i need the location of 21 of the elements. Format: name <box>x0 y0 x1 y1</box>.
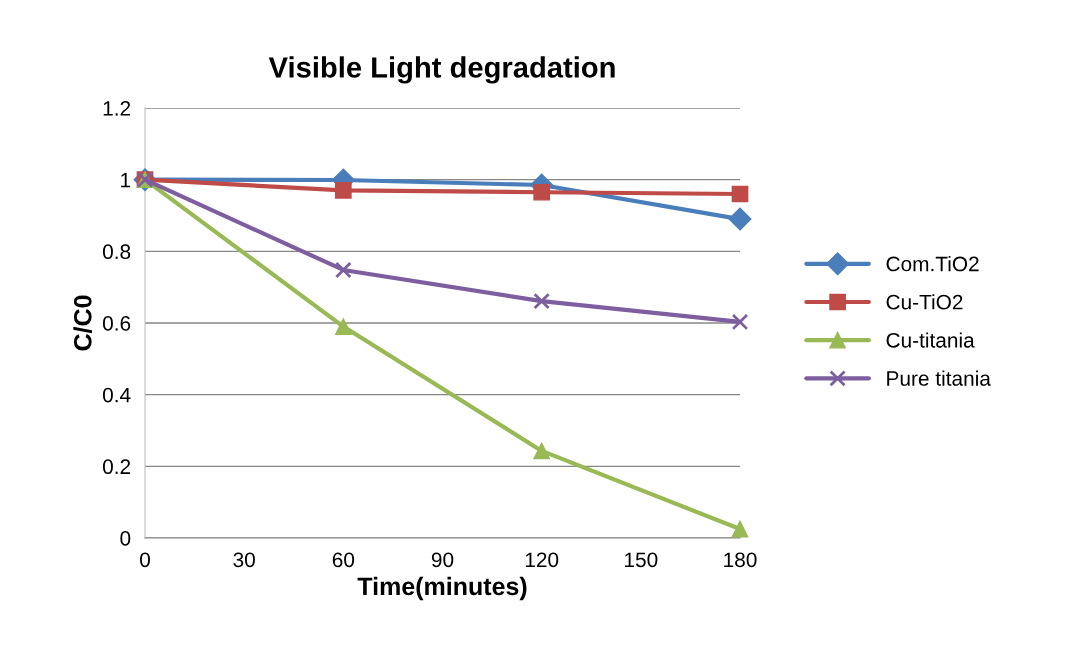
y-axis-title: C/C0 <box>73 295 92 351</box>
x-tick-label: 90 <box>431 552 454 568</box>
y-tick-label: 0 <box>120 531 131 546</box>
x-tick-label: 0 <box>140 552 150 568</box>
legend-label: Com.TiO2 <box>886 256 979 272</box>
x-axis-title: Time(minutes) <box>357 576 527 601</box>
y-tick-label: 0.6 <box>102 316 131 331</box>
x-tick-label: 150 <box>625 552 658 568</box>
chart-title: Visible Light degradation <box>268 56 615 84</box>
legend-label: Cu-titania <box>886 332 975 348</box>
y-tick-label: 0.2 <box>102 459 131 475</box>
y-tick-label: 0.4 <box>102 387 131 403</box>
y-tick-label: 0.8 <box>102 244 131 260</box>
x-tick-label: 30 <box>233 552 255 568</box>
legend-label: Pure titania <box>887 370 991 386</box>
x-tick-label: 120 <box>525 552 559 568</box>
y-tick-label: 1 <box>121 172 131 188</box>
legend-label: Cu-TiO2 <box>886 294 963 310</box>
x-tick-label: 60 <box>332 552 355 568</box>
y-tick-label: 1.2 <box>103 101 131 116</box>
x-tick-label: 180 <box>724 552 757 568</box>
